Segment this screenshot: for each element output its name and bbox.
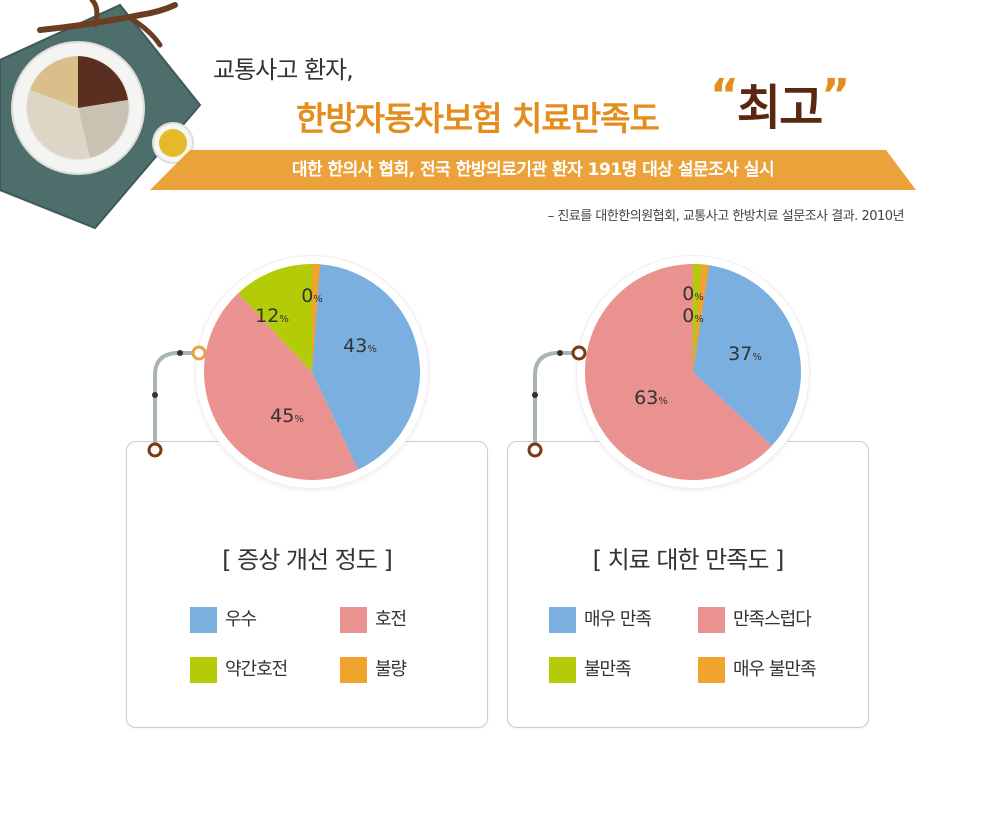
legend-item: 불만족 [549, 657, 632, 683]
legend-label: 만족스럽다 [733, 609, 812, 630]
connector-decoration-2 [527, 345, 587, 458]
headline-line2: 한방자동차보험 치료만족도 [296, 99, 660, 138]
legend-label: 불량 [375, 659, 407, 680]
close-quote: ” [821, 70, 850, 121]
legend-swatch [549, 657, 576, 683]
pie-data-label: 43% [343, 335, 377, 357]
herbal-medicine-image [0, 0, 202, 230]
highlight-word: 최고 [736, 80, 823, 136]
pie-slice-3 [693, 264, 702, 372]
legend-item: 불량 [340, 657, 407, 683]
pie-data-label: 0% [301, 285, 323, 307]
headline-line1: 교통사고 환자, [213, 56, 354, 84]
pie-data-label: 12% [255, 305, 289, 327]
ribbon-text: 대한 한의사 협회, 전국 한방의료기관 환자 191명 대상 설문조사 실시 [291, 160, 775, 180]
ribbon-banner [150, 150, 916, 190]
source-note: – 진료를 대한한의원협회, 교통사고 한방치료 설문조사 결과. 2010년 [547, 209, 905, 224]
chart-card-satisfaction: [ 치료 대한 만족도 ] 매우 만족 만족스럽다 불만족 매우 불만족 [507, 441, 869, 728]
open-quote: “ [710, 70, 739, 121]
chart-title: [ 치료 대한 만족도 ] [592, 546, 785, 574]
legend-swatch [190, 607, 217, 633]
pie-data-label: 45% [270, 405, 304, 427]
pie-chart-symptom: 43% 45% 12% 0% [204, 264, 420, 480]
legend-item: 약간호전 [190, 657, 288, 683]
pie-slice-3 [238, 264, 312, 372]
chart-title: [ 증상 개선 정도 ] [222, 546, 393, 574]
legend-item: 매우 만족 [549, 607, 652, 633]
legend-swatch [698, 657, 725, 683]
legend-item: 호전 [340, 607, 407, 633]
pie-slice-1 [693, 264, 801, 446]
legend-item: 만족스럽다 [698, 607, 812, 633]
pie-data-label: 37% [728, 343, 762, 365]
pie-slice-2 [204, 293, 358, 480]
pie-data-label: 0% [682, 305, 704, 327]
legend-swatch [190, 657, 217, 683]
pie-slice-4 [693, 264, 710, 372]
chart-card-symptom: [ 증상 개선 정도 ] 우수 호전 약간호전 불량 [126, 441, 488, 728]
legend-swatch [340, 607, 367, 633]
pie-slice-1 [312, 264, 420, 470]
legend-swatch [549, 607, 576, 633]
pie-slice-4 [312, 264, 321, 372]
legend-label: 매우 만족 [584, 609, 652, 630]
legend-item: 우수 [190, 607, 257, 633]
pie-data-label: 0% [682, 283, 704, 305]
connector-decoration-1 [147, 345, 207, 458]
legend-item: 매우 불만족 [698, 657, 817, 683]
legend-label: 매우 불만족 [733, 659, 817, 680]
pie-slice-2 [585, 264, 772, 480]
legend-label: 약간호전 [225, 659, 288, 680]
legend-label: 호전 [375, 609, 407, 630]
pie-data-label: 63% [634, 387, 668, 409]
legend-label: 우수 [225, 609, 257, 630]
legend-swatch [698, 607, 725, 633]
headline-highlight: “최고” [710, 68, 850, 138]
pie-chart-satisfaction: 37% 63% 0%0% [585, 264, 801, 480]
legend-swatch [340, 657, 367, 683]
legend-label: 불만족 [584, 659, 632, 680]
